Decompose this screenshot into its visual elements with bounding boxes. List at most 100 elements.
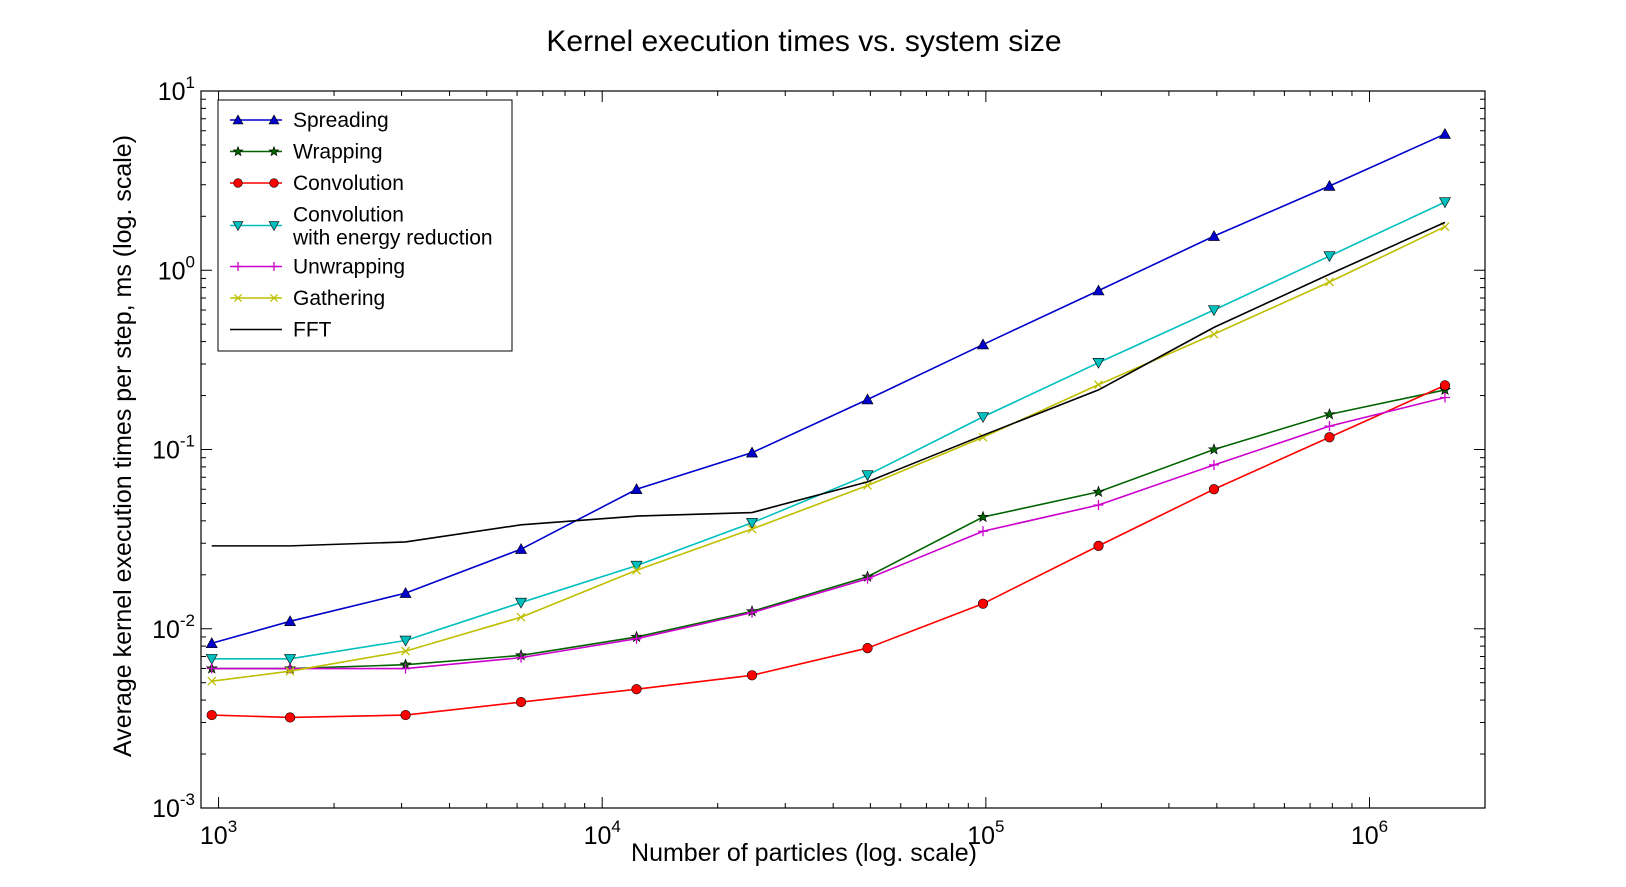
data-point [1439, 380, 1451, 391]
x-tick-label: 104 [584, 817, 621, 850]
series-convolution-with-energy-reduction [205, 197, 1451, 665]
legend-label: Convolution with energy reduction [292, 204, 493, 250]
series-spreading [205, 127, 1451, 648]
legend-label: Gathering [293, 287, 385, 310]
series-line [211, 384, 1446, 719]
data-point [1094, 380, 1103, 390]
series-line [211, 389, 1446, 670]
series-line [211, 133, 1446, 645]
x-tick-label: 105 [967, 817, 1004, 850]
y-axis-label: Average kernel execution times per step,… [109, 135, 137, 757]
data-point [630, 483, 643, 494]
y-tick-label: 100 [158, 252, 195, 285]
data-point [268, 221, 280, 232]
data-point [747, 524, 757, 534]
data-point [516, 652, 527, 663]
data-point [1439, 392, 1450, 403]
data-point [515, 597, 528, 609]
data-point [1323, 408, 1336, 420]
legend-label: Wrapping [293, 141, 383, 164]
data-point [1207, 443, 1221, 455]
legend-entry-gathering: Gathering [230, 287, 385, 310]
data-point [1092, 485, 1105, 498]
data-point [1324, 432, 1335, 443]
data-point [630, 560, 643, 572]
data-point [400, 663, 411, 674]
data-point [232, 221, 244, 232]
data-point [1092, 284, 1105, 296]
chart-title: Kernel execution times vs. system size [546, 25, 1061, 58]
data-point [1092, 357, 1105, 369]
series-unwrapping [206, 392, 1450, 674]
data-point [269, 262, 279, 271]
data-point [232, 145, 244, 157]
x-axis-label: Number of particles (log. scale) [631, 839, 977, 867]
legend-entry-fft: FFT [230, 319, 332, 342]
data-point [1323, 251, 1336, 263]
data-point [1207, 305, 1220, 317]
data-point [1093, 540, 1104, 551]
data-point [515, 543, 528, 554]
legend-label: Convolution [293, 172, 404, 195]
data-point [285, 666, 295, 676]
data-point [1093, 500, 1104, 511]
data-point [1208, 459, 1219, 470]
data-point [400, 709, 411, 721]
x-axis: 103 104 105 106 [200, 91, 1486, 850]
data-point [207, 676, 217, 686]
legend: Spreading Wrapping Convolution Convolution w… [217, 99, 513, 352]
series-line [211, 201, 1446, 660]
data-point [284, 615, 297, 627]
data-point [631, 633, 642, 644]
data-point [861, 470, 874, 482]
data-point [976, 510, 990, 523]
data-point [516, 612, 526, 622]
legend-entry-convolution: Convolution [230, 172, 404, 195]
data-point [269, 178, 279, 188]
series-fft [211, 221, 1446, 547]
y-tick-label: 10-3 [152, 790, 195, 823]
y-axis: 10-3 10-2 10-1 100 101 [152, 73, 1485, 823]
x-tick-label: 106 [1351, 817, 1388, 850]
data-point [233, 178, 243, 188]
data-point [515, 696, 527, 708]
data-point [206, 709, 217, 721]
data-point [1323, 179, 1336, 191]
data-point [1438, 127, 1451, 139]
legend-entry-wrapping: Wrapping [230, 141, 383, 164]
y-tick-label: 10-1 [152, 432, 195, 465]
y-tick-label: 10-2 [152, 611, 195, 644]
data-point [284, 712, 296, 723]
data-point [746, 446, 759, 458]
data-point [269, 293, 279, 303]
data-point [232, 114, 244, 125]
data-point [205, 637, 218, 648]
x-tick-label: 103 [200, 817, 237, 850]
data-point [862, 573, 873, 584]
data-point [268, 114, 280, 125]
y-tick-label: 101 [158, 73, 195, 106]
legend-label: FFT [293, 319, 332, 342]
series-wrapping [205, 383, 1452, 674]
data-point [1438, 197, 1451, 209]
data-point [401, 646, 411, 656]
data-point [978, 526, 989, 537]
data-point [233, 293, 243, 303]
data-point [861, 393, 874, 405]
data-point [862, 642, 873, 654]
data-point [976, 412, 990, 424]
data-point [631, 684, 642, 695]
data-point [206, 663, 217, 674]
data-point [746, 518, 759, 529]
data-point [1324, 421, 1335, 432]
data-point [284, 654, 297, 665]
data-point [268, 145, 280, 157]
legend-entry-spreading: Spreading [230, 109, 389, 132]
data-point [632, 565, 641, 575]
legend-label: Spreading [293, 109, 389, 132]
data-point [1207, 230, 1220, 241]
data-point [746, 670, 758, 681]
data-point [205, 654, 218, 665]
series-convolution [206, 380, 1451, 723]
